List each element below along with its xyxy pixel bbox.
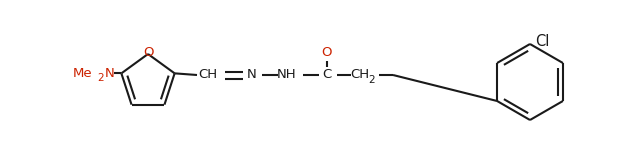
Text: Me: Me — [73, 67, 92, 80]
Text: NH: NH — [277, 69, 297, 82]
Text: CH: CH — [198, 69, 218, 82]
Text: C: C — [322, 69, 332, 82]
Text: N: N — [105, 67, 114, 80]
Text: N: N — [247, 69, 257, 82]
Text: 2: 2 — [97, 73, 103, 83]
Text: O: O — [322, 47, 333, 59]
Text: CH: CH — [350, 69, 370, 82]
Text: O: O — [143, 45, 153, 58]
Text: 2: 2 — [369, 75, 375, 85]
Text: Cl: Cl — [535, 34, 550, 50]
